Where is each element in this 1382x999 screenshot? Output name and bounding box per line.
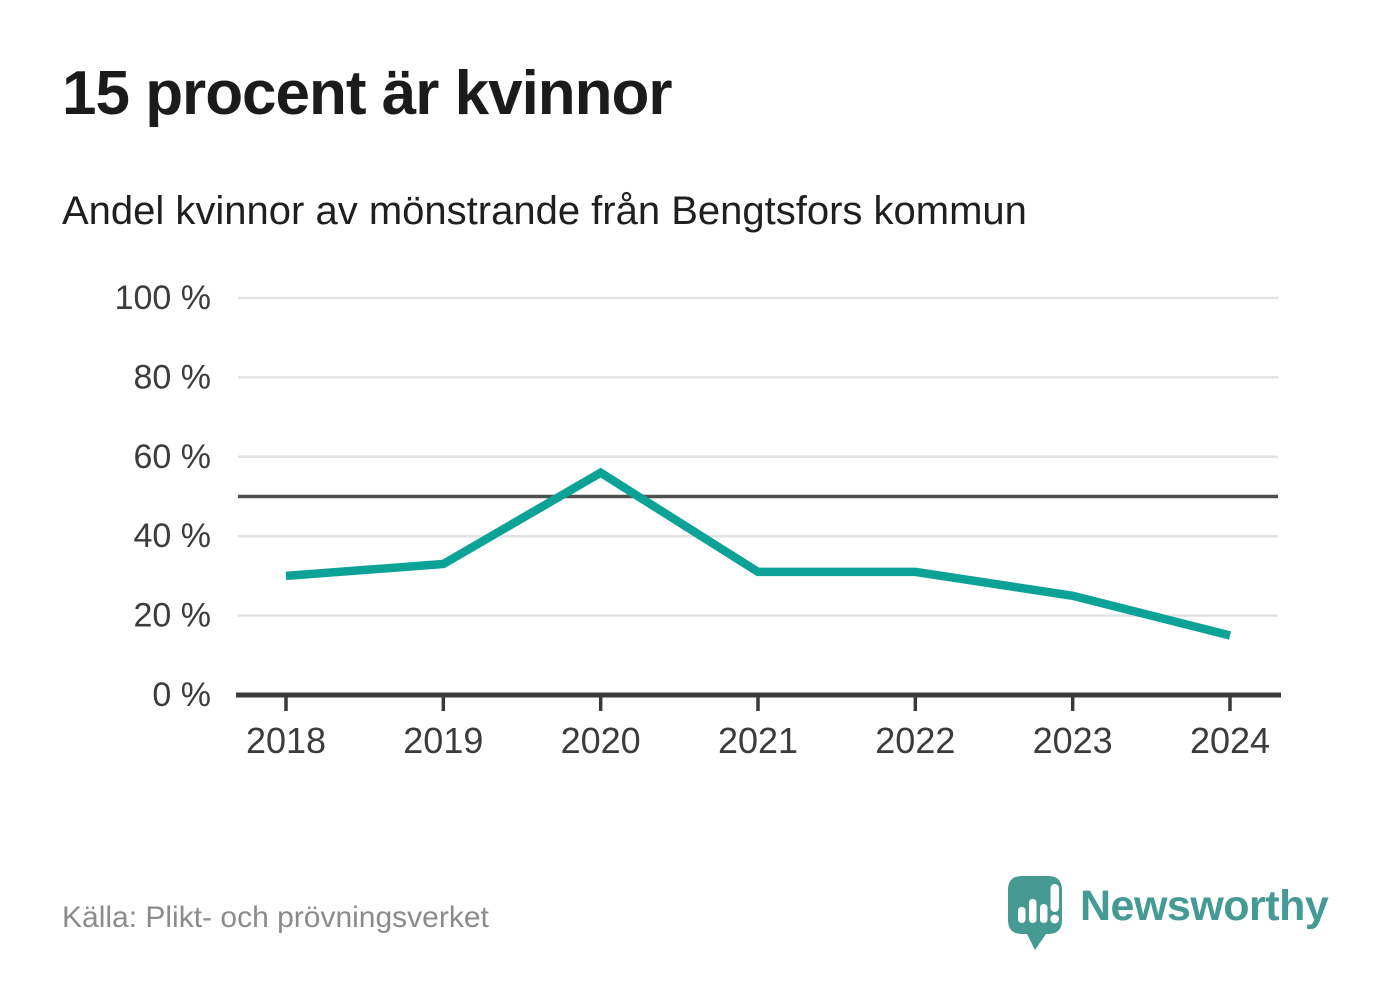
y-axis-label: 40 % <box>134 517 212 555</box>
newsworthy-logo-icon <box>1008 876 1062 950</box>
y-axis-label: 60 % <box>134 438 212 476</box>
x-axis-label: 2024 <box>1190 720 1270 761</box>
newsworthy-brand-text: Newsworthy <box>1080 882 1329 930</box>
x-axis-label: 2021 <box>718 720 798 761</box>
y-axis-label: 80 % <box>134 358 212 396</box>
y-axis-label: 100 % <box>115 279 211 317</box>
x-axis-label: 2019 <box>403 720 483 761</box>
line-chart-plot: 0 % 20 % 40 % 60 % 80 % 100 % 2018 2019 2020 2021… <box>115 279 1281 761</box>
chart-subtitle: Andel kvinnor av mönstrande från Bengtsf… <box>62 189 1027 233</box>
x-axis-label: 2023 <box>1033 720 1113 761</box>
y-axis-label: 20 % <box>134 597 212 635</box>
x-axis-label: 2020 <box>561 720 641 761</box>
data-line <box>285 467 1232 640</box>
chart-title: 15 procent är kvinnor <box>62 59 673 128</box>
x-axis-label: 2018 <box>246 720 326 761</box>
y-axis-label: 0 % <box>152 676 211 714</box>
source-attribution: Källa: Plikt- och prövningsverket <box>62 901 489 934</box>
x-axis-label: 2022 <box>875 720 955 761</box>
newsworthy-brand: Newsworthy <box>1008 876 1329 954</box>
